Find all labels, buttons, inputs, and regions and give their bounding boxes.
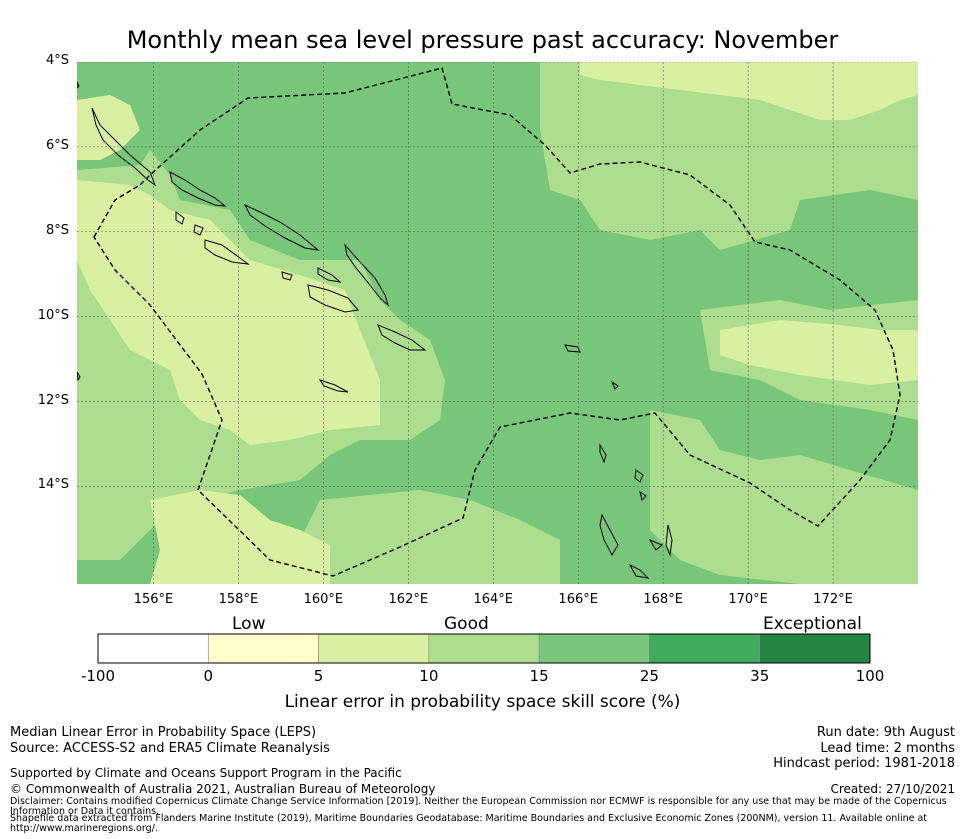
lon-tick-label: 166°E <box>558 592 598 607</box>
skill-zone-5-10-west <box>77 180 380 445</box>
colorbar-tick-label: 100 <box>855 667 885 685</box>
gridlines <box>77 62 918 584</box>
lat-tick-label: 6°S <box>45 137 69 153</box>
category-low: Low <box>232 614 266 634</box>
hindcast-period: Hindcast period: 1981-2018 <box>773 756 955 771</box>
colorbar-bin <box>207 633 319 664</box>
lat-tick-label: 4°S <box>45 53 69 68</box>
lon-tick-label: 168°E <box>643 592 683 607</box>
lead-time: Lead time: 2 months <box>820 741 955 756</box>
shapefile-line-1: Shapefile data extracted from Flanders M… <box>10 813 928 824</box>
lon-tick-label: 164°E <box>473 592 514 607</box>
lat-tick-label: 14°S <box>37 477 69 493</box>
map-title: Monthly mean sea level pressure past acc… <box>126 26 839 54</box>
lon-tick-label: 162°E <box>388 592 429 607</box>
run-date: Run date: 9th August <box>816 725 955 740</box>
lon-tick-label: 170°E <box>728 592 768 607</box>
colorbar-tick-label: 15 <box>529 667 549 685</box>
colorbar-tick-label: 25 <box>639 667 659 685</box>
lon-tick-label: 156°E <box>133 592 174 607</box>
lon-tick-label: 160°E <box>303 592 344 607</box>
colorbar-bin <box>538 633 650 664</box>
data-source: Source: ACCESS-S2 and ERA5 Climate Reana… <box>10 741 330 756</box>
category-good: Good <box>444 614 489 634</box>
colorbar-tick-label: 5 <box>313 667 324 685</box>
lon-tick-label: 158°E <box>218 592 259 607</box>
lat-tick-label: 10°S <box>37 307 69 323</box>
colorbar-tick-label: 0 <box>203 667 214 685</box>
skill-zone-10-15-se <box>650 410 918 584</box>
skill-zone-5-10-east <box>720 320 918 385</box>
skill-zone-5-10-north <box>580 62 918 120</box>
lat-tick-label: 12°S <box>37 392 69 408</box>
colorbar-axis-label: Linear error in probability space skill … <box>284 692 681 712</box>
skill-zone-5-10-south <box>150 490 330 584</box>
skill-map <box>77 62 918 584</box>
copyright: © Commonwealth of Australia 2021, Austra… <box>10 782 436 796</box>
colorbar-bin <box>428 633 540 664</box>
shapefile-line-2: http://www.marineregions.org/. <box>10 823 158 834</box>
created-date: Created: 27/10/2021 <box>830 782 955 796</box>
colorbar-tick-label: -100 <box>80 667 116 685</box>
eez-boundary <box>93 67 901 577</box>
colorbar-tick-label: 10 <box>419 667 439 685</box>
lon-tick-label: 172°E <box>813 592 853 607</box>
colorbar-bin <box>318 633 430 664</box>
leps-description: Median Linear Error in Probability Space… <box>10 725 317 740</box>
lat-tick-label: 8°S <box>45 222 69 238</box>
disclaimer-line-1: Disclaimer: Contains modified Copernicus… <box>10 796 947 807</box>
colorbar-outline <box>97 633 871 664</box>
colorbar-tick-label: 35 <box>750 667 770 685</box>
coastlines <box>77 81 673 579</box>
colorbar-bin <box>649 633 761 664</box>
colorbar-bin <box>97 633 209 664</box>
disclaimer-line-2: Information or Data it contains. <box>10 806 160 817</box>
colorbar <box>97 633 871 664</box>
support-note: Supported by Climate and Oceans Support … <box>10 766 402 780</box>
category-exceptional: Exceptional <box>763 614 862 634</box>
colorbar-bin <box>759 633 871 664</box>
